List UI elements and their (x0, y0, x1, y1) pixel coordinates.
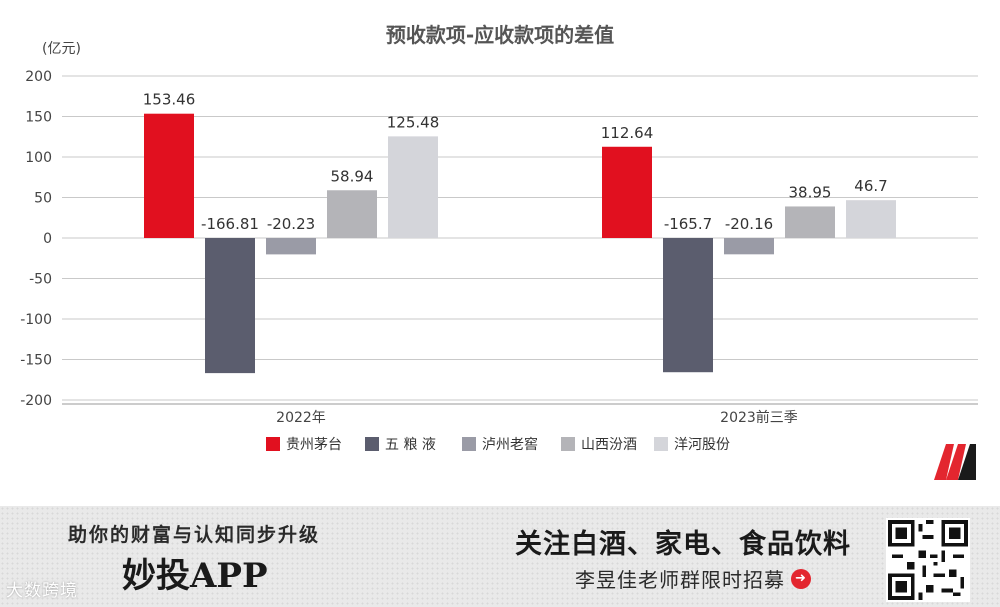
legend-label: 洋河股份 (674, 437, 730, 453)
bar (846, 200, 896, 238)
watermark-text: 大数跨境 (6, 581, 78, 601)
y-axis-unit: (亿元) (42, 41, 81, 57)
legend-label: 贵州茅台 (286, 437, 342, 453)
bar (144, 113, 194, 238)
y-tick-label: 200 (25, 69, 52, 85)
legend-swatch (365, 437, 379, 451)
banner-subline-text: 李昱佳老师群限时招募 (575, 568, 785, 592)
legend-label: 山西汾酒 (581, 437, 637, 453)
x-category-label: 2023前三季 (720, 409, 798, 426)
legend-swatch (654, 437, 668, 451)
m-logo-icon (934, 444, 976, 480)
data-label: 153.46 (143, 91, 196, 109)
y-tick-label: 150 (25, 110, 52, 126)
legend-label: 泸州老窖 (482, 436, 538, 453)
data-label: -20.23 (267, 215, 315, 233)
banner-subline[interactable]: 李昱佳老师群限时招募 ➜ (575, 564, 811, 593)
data-label: -20.16 (725, 215, 773, 233)
chart-title: 预收款项-应收款项的差值 (386, 23, 614, 47)
banner-tagline: 助你的财富与认知同步升级 (68, 524, 321, 546)
data-label: 58.94 (331, 167, 374, 185)
bar (724, 238, 774, 255)
y-tick-label: -100 (20, 312, 52, 328)
bar (663, 238, 713, 373)
bar-chart: 预收款项-应收款项的差值 (亿元) 200 150 100 50 0 -50 -100 -15… (20, 23, 978, 453)
data-label: -166.81 (201, 215, 259, 233)
legend-swatch (266, 437, 280, 451)
data-label: 125.48 (387, 113, 440, 131)
arrow-right-circle-icon[interactable]: ➜ (791, 568, 811, 589)
data-label: -165.7 (664, 215, 712, 233)
legend-swatch (462, 437, 476, 451)
promo-banner[interactable]: 助你的财富与认知同步升级 妙投APP 关注白酒、家电、食品饮料 李昱佳老师群限时… (0, 506, 1000, 607)
data-label: 38.95 (789, 183, 832, 201)
bar (785, 206, 835, 238)
bar (388, 136, 438, 238)
bar (205, 238, 255, 374)
data-label: 112.64 (601, 124, 654, 142)
legend-label: 五 粮 液 (385, 437, 436, 453)
y-tick-label: -200 (20, 393, 52, 409)
y-tick-label: 0 (43, 231, 52, 247)
qr-code-icon (886, 518, 970, 602)
x-category-label: 2022年 (276, 410, 326, 426)
data-label: 46.7 (854, 177, 887, 195)
legend-swatch (561, 437, 575, 451)
y-tick-label: -50 (29, 272, 52, 288)
bar (602, 146, 652, 238)
y-tick-label: 50 (34, 191, 52, 207)
banner-brand: 妙投APP (122, 556, 268, 596)
bar (327, 190, 377, 238)
banner-headline: 关注白酒、家电、食品饮料 (515, 529, 851, 560)
y-tick-label: -150 (20, 353, 52, 369)
bar (266, 238, 316, 255)
y-tick-label: 100 (25, 150, 52, 166)
